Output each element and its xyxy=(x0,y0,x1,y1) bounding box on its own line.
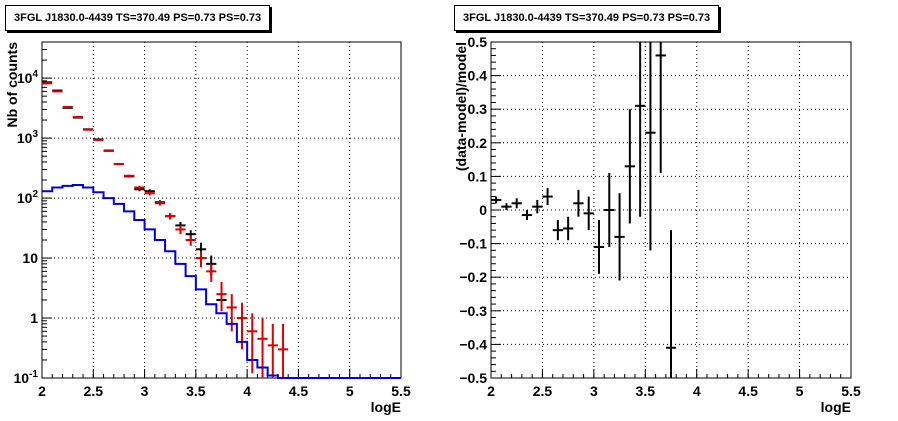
panel1-y-tick-label: 0.2 xyxy=(468,135,488,151)
right-panel-title: 3FGL J1830.0-4439 TS=370.49 PS=0.73 PS=0… xyxy=(454,5,720,31)
panel0-y-tick-label: 10 xyxy=(22,250,38,266)
panel1-y-tick-label: 0 xyxy=(479,202,487,218)
panel1-y-tick-label: 0.4 xyxy=(468,68,488,84)
panel1-y-tick-label: 0.3 xyxy=(468,101,488,117)
panel1-y-axis-label: (data-model)/model xyxy=(453,42,469,171)
panel0-plot-frame xyxy=(41,41,402,379)
panel1-x-tick-label: 2.5 xyxy=(533,383,553,399)
panel0-x-tick-label: 3 xyxy=(141,383,149,399)
panel0-y-axis-label: Nb of counts xyxy=(4,42,20,128)
panel0-x-axis-label: logE xyxy=(371,399,401,415)
left-panel-title: 3FGL J1830.0-4439 TS=370.49 PS=0.73 PS=0… xyxy=(5,5,271,31)
panel0-y-tick-label: 103 xyxy=(17,129,39,146)
panel1-y-tick-label: −0.1 xyxy=(459,236,487,252)
panel1-y-tick-label: 0.1 xyxy=(468,168,488,184)
panel0-y-tick-label: 1 xyxy=(30,310,38,326)
panel1-x-tick-label: 4.5 xyxy=(738,383,758,399)
panel0-x-tick-label: 5.5 xyxy=(391,383,411,399)
panel1-x-axis-label: logE xyxy=(821,399,851,415)
panel0-x-tick-label: 4 xyxy=(243,383,251,399)
panel0-x-tick-label: 5 xyxy=(346,383,354,399)
panel0-x-tick-label: 2 xyxy=(38,383,46,399)
panel0-y-tick-label: 10-1 xyxy=(14,369,39,386)
panel0-y-tick-label: 104 xyxy=(17,69,39,86)
panel1-x-tick-label: 5.5 xyxy=(841,383,861,399)
panel1-x-tick-label: 3.5 xyxy=(636,383,656,399)
panel1-y-tick-label: 0.5 xyxy=(468,34,488,50)
panel1-x-tick-label: 2 xyxy=(487,383,495,399)
panel1-y-tick-label: −0.2 xyxy=(459,269,487,285)
panel1-y-tick-label: −0.5 xyxy=(459,370,487,386)
panel1-x-tick-label: 3 xyxy=(590,383,598,399)
panel0-y-tick-label: 102 xyxy=(17,189,39,206)
panel1-x-tick-label: 4 xyxy=(693,383,701,399)
panel0-x-tick-label: 3.5 xyxy=(186,383,206,399)
panel1-y-tick-label: −0.4 xyxy=(459,336,487,352)
panel1-y-tick-label: −0.3 xyxy=(459,303,487,319)
panel0-x-tick-label: 4.5 xyxy=(289,383,309,399)
panel0-x-tick-label: 2.5 xyxy=(84,383,104,399)
panel1-x-tick-label: 5 xyxy=(796,383,804,399)
panel0-model-step-line xyxy=(42,184,401,379)
